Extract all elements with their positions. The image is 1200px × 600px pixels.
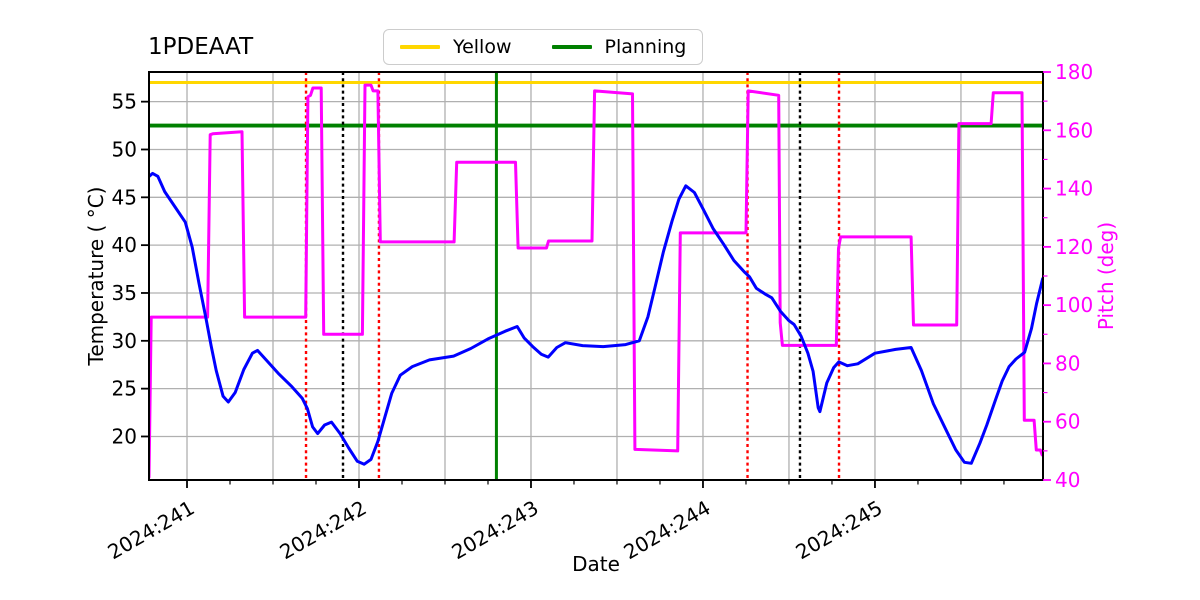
y-right-tick-label: 100 [1055,293,1093,317]
legend-label: Planning [604,36,687,58]
data-layer [149,83,1043,479]
x-axis-label: Date [572,552,620,576]
plot-border [148,71,1044,481]
y-right-tick-label: 40 [1055,468,1080,492]
y-left-tick-label: 30 [112,329,137,353]
y-left-tick-label: 40 [112,233,137,257]
legend-swatch-yellow [400,45,440,49]
y-right-tick-label: 180 [1055,60,1093,84]
legend-label: Yellow [453,36,512,58]
legend-item-yellow: Yellow [400,36,512,58]
tick-layer: 2024:241 2024:242 2024:243 2024:244 2024:245… [104,60,1094,564]
temperature-line [149,171,1043,466]
y-left-tick-label: 20 [112,424,137,448]
pitch-line [149,83,1043,479]
y-axis-label-pitch: Pitch (deg) [1094,221,1118,331]
y-right-tick-label: 60 [1055,410,1080,434]
y-right-tick-label: 80 [1055,351,1080,375]
y-right-tick-label: 160 [1055,118,1093,142]
y-axis-label-temperature: Temperature ( °C) [84,186,108,366]
y-right-tick-label: 120 [1055,235,1093,259]
y-left-tick-label: 35 [112,281,137,305]
legend: Yellow Planning [383,29,704,65]
y-left-tick-label: 55 [112,90,137,114]
y-left-tick-label: 45 [112,185,137,209]
chart-title: 1PDEAAT [148,34,254,60]
legend-item-planning: Planning [551,36,687,58]
grid-layer [149,72,1043,480]
y-left-tick-label: 25 [112,377,137,401]
y-right-tick-label: 140 [1055,177,1093,201]
legend-swatch-planning [551,45,592,49]
y-left-tick-label: 50 [112,137,137,161]
